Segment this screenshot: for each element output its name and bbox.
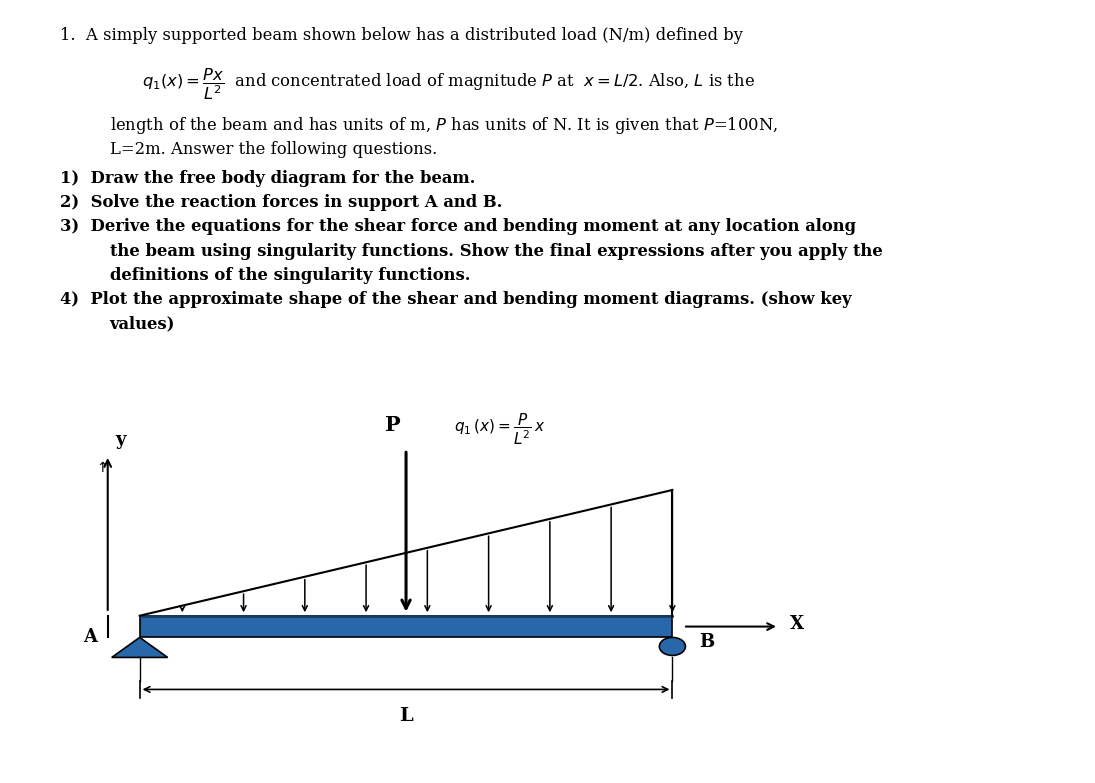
Text: B: B xyxy=(699,633,714,651)
Bar xyxy=(140,615,672,637)
Text: 2)  Solve the reaction forces in support A and B.: 2) Solve the reaction forces in support … xyxy=(60,194,503,211)
Text: 1)  Draw the free body diagram for the beam.: 1) Draw the free body diagram for the be… xyxy=(60,170,475,187)
Text: ↑: ↑ xyxy=(96,461,108,474)
Text: the beam using singularity functions. Show the final expressions after you apply: the beam using singularity functions. Sh… xyxy=(110,243,883,260)
Ellipse shape xyxy=(659,637,685,655)
Text: $q_1\,(x)=\dfrac{P}{L^2}\,x$: $q_1\,(x)=\dfrac{P}{L^2}\,x$ xyxy=(454,411,545,446)
Text: y: y xyxy=(116,431,126,449)
Text: P: P xyxy=(385,415,401,435)
Text: 1.  A simply supported beam shown below has a distributed load (N/m) defined by: 1. A simply supported beam shown below h… xyxy=(60,27,744,45)
Text: L=2m. Answer the following questions.: L=2m. Answer the following questions. xyxy=(110,141,437,158)
Text: 4)  Plot the approximate shape of the shear and bending moment diagrams. (show k: 4) Plot the approximate shape of the she… xyxy=(60,291,852,309)
Text: definitions of the singularity functions.: definitions of the singularity functions… xyxy=(110,267,470,284)
Text: 3)  Derive the equations for the shear force and bending moment at any location : 3) Derive the equations for the shear fo… xyxy=(60,218,856,236)
Text: A: A xyxy=(83,629,97,647)
Polygon shape xyxy=(112,637,168,658)
Text: values): values) xyxy=(110,316,175,333)
Text: X: X xyxy=(789,615,804,633)
Text: L: L xyxy=(400,706,413,724)
Text: $q_1(x)=\dfrac{Px}{L^2}$  and concentrated load of magnitude $P$ at  $x=L/2$. Al: $q_1(x)=\dfrac{Px}{L^2}$ and concentrate… xyxy=(142,67,756,103)
Text: length of the beam and has units of m, $P$ has units of N. It is given that $P$=: length of the beam and has units of m, $… xyxy=(110,115,777,136)
